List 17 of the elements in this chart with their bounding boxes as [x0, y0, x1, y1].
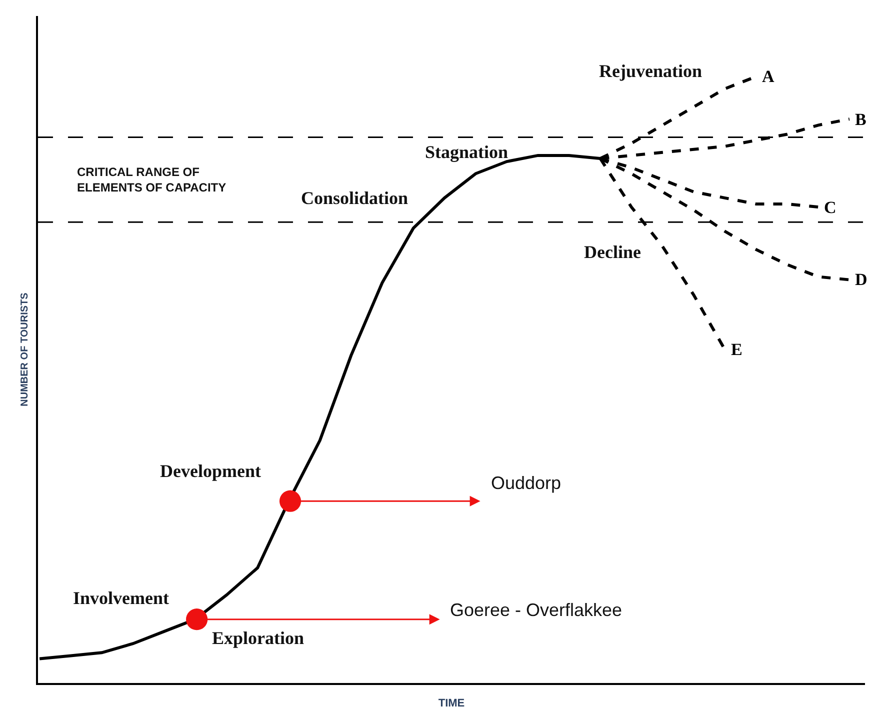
y-axis-title: NUMBER OF TOURISTS — [20, 292, 30, 406]
annotation: Decline — [584, 242, 641, 262]
x-axis-title: TIME — [438, 698, 465, 710]
annotation: Rejuvenation — [599, 61, 702, 81]
annotation: Ouddorp — [491, 473, 562, 493]
series-label: D — [855, 270, 868, 289]
series-label: E — [731, 340, 742, 359]
annotation: Development — [160, 461, 261, 481]
annotation: Consolidation — [301, 188, 408, 208]
annotation: Exploration — [212, 628, 304, 648]
annotation: Stagnation — [425, 142, 508, 162]
series-label: C — [824, 198, 836, 217]
annotation: Goeree - Overflakkee — [450, 600, 622, 620]
series-label: A — [762, 67, 775, 86]
annotation: CRITICAL RANGE OF ELEMENTS OF CAPACITY — [77, 165, 226, 195]
annotation: Involvement — [73, 588, 169, 608]
series-label: B — [855, 110, 866, 129]
